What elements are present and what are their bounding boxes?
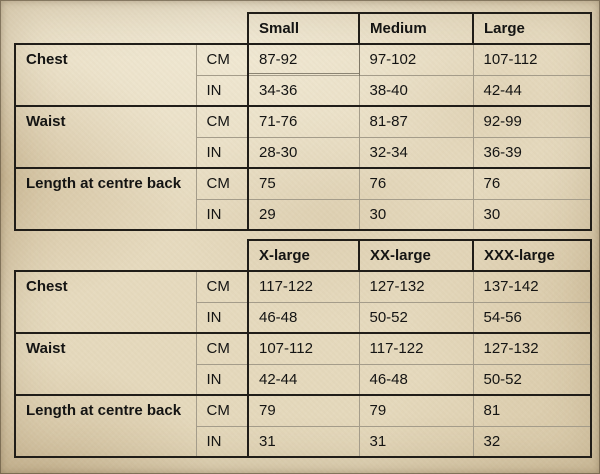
- unit-cell: IN: [195, 425, 249, 458]
- value-cell: 30: [472, 198, 592, 231]
- value-cell: 79: [247, 394, 360, 426]
- value-cell: 87-92: [247, 43, 360, 75]
- value-cell: 127-132: [358, 270, 474, 302]
- value-cell: 81: [472, 394, 592, 426]
- value-cell: 75: [247, 167, 360, 199]
- value-cell: 97-102: [358, 43, 474, 75]
- unit-cell: IN: [195, 363, 249, 395]
- table-row: Chest CM 117-122 127-132 137-142: [14, 270, 592, 333]
- unit-cell: IN: [195, 198, 249, 231]
- column-header-small: Small: [247, 12, 360, 45]
- table-row: Waist CM 107-112 117-122 127-132: [14, 332, 592, 395]
- unit-cell: CM: [195, 167, 249, 199]
- header-spacer-label: [15, 13, 196, 44]
- unit-cell: CM: [195, 105, 249, 137]
- value-cell: 107-112: [247, 332, 360, 364]
- value-cell: 32-34: [358, 136, 474, 168]
- value-cell: 117-122: [358, 332, 474, 364]
- table-row: Length at centre back CM 75 76 76: [14, 167, 592, 231]
- value-cell: 76: [358, 167, 474, 199]
- unit-cell: IN: [195, 74, 249, 106]
- column-header-medium: Medium: [358, 12, 474, 45]
- header-spacer-label: [15, 240, 196, 271]
- value-cell: 42-44: [247, 363, 360, 395]
- value-cell: 79: [358, 394, 474, 426]
- value-cell: 36-39: [472, 136, 592, 168]
- table-row: IN 34-36 38-40 42-44: [15, 74, 592, 106]
- table-row: IN 42-44 46-48 50-52: [15, 363, 592, 395]
- table-row: Waist CM 71-76 81-87 92-99: [14, 105, 592, 168]
- value-cell: 117-122: [247, 270, 360, 302]
- row-label-length-at-centre-back: Length at centre back: [14, 167, 197, 231]
- header-row: X-large XX-large XXX-large: [15, 239, 592, 272]
- value-cell: 107-112: [472, 43, 592, 75]
- unit-cell: IN: [195, 301, 249, 333]
- header-spacer-unit: [196, 13, 248, 44]
- value-cell: 137-142: [472, 270, 592, 302]
- value-cell: 31: [358, 425, 474, 458]
- row-label-waist: Waist: [14, 105, 197, 168]
- header-row: Small Medium Large: [15, 12, 592, 45]
- value-cell: 46-48: [358, 363, 474, 395]
- value-cell: 38-40: [358, 74, 474, 106]
- table-row: IN 31 31 32: [15, 425, 592, 458]
- value-cell: 42-44: [472, 74, 592, 106]
- value-cell: 29: [247, 198, 360, 231]
- value-cell: 50-52: [358, 301, 474, 333]
- column-header-x-large: X-large: [247, 239, 360, 272]
- value-cell: 81-87: [358, 105, 474, 137]
- column-header-xxx-large: XXX-large: [472, 239, 592, 272]
- table-row: IN 46-48 50-52 54-56: [15, 301, 592, 333]
- column-header-xx-large: XX-large: [358, 239, 474, 272]
- size-table-xlarge-xxlarge-xxxlarge: X-large XX-large XXX-large Chest CM 117-…: [14, 239, 592, 458]
- size-table-small-medium-large: Small Medium Large Chest CM 87-92 97-102…: [14, 12, 592, 231]
- value-cell: 28-30: [247, 136, 360, 168]
- table-row: IN 29 30 30: [15, 198, 592, 231]
- value-cell: 30: [358, 198, 474, 231]
- header-spacer-unit: [196, 240, 248, 271]
- value-cell: 71-76: [247, 105, 360, 137]
- value-cell: 92-99: [472, 105, 592, 137]
- unit-cell: CM: [195, 270, 249, 302]
- value-cell: 32: [472, 425, 592, 458]
- unit-cell: CM: [195, 394, 249, 426]
- unit-cell: CM: [195, 43, 249, 75]
- value-cell: 127-132: [472, 332, 592, 364]
- table-row: IN 28-30 32-34 36-39: [15, 136, 592, 168]
- value-cell: 34-36: [247, 74, 360, 106]
- value-cell: 54-56: [472, 301, 592, 333]
- value-cell: 31: [247, 425, 360, 458]
- unit-cell: IN: [195, 136, 249, 168]
- value-cell: 50-52: [472, 363, 592, 395]
- row-label-waist: Waist: [14, 332, 197, 395]
- unit-cell: CM: [195, 332, 249, 364]
- row-label-chest: Chest: [14, 270, 197, 333]
- row-label-length-at-centre-back: Length at centre back: [14, 394, 197, 458]
- value-cell: 46-48: [247, 301, 360, 333]
- table-row: Chest CM 87-92 97-102 107-112: [14, 43, 592, 106]
- table-row: Length at centre back CM 79 79 81: [14, 394, 592, 458]
- column-header-large: Large: [472, 12, 592, 45]
- row-label-chest: Chest: [14, 43, 197, 106]
- value-cell: 76: [472, 167, 592, 199]
